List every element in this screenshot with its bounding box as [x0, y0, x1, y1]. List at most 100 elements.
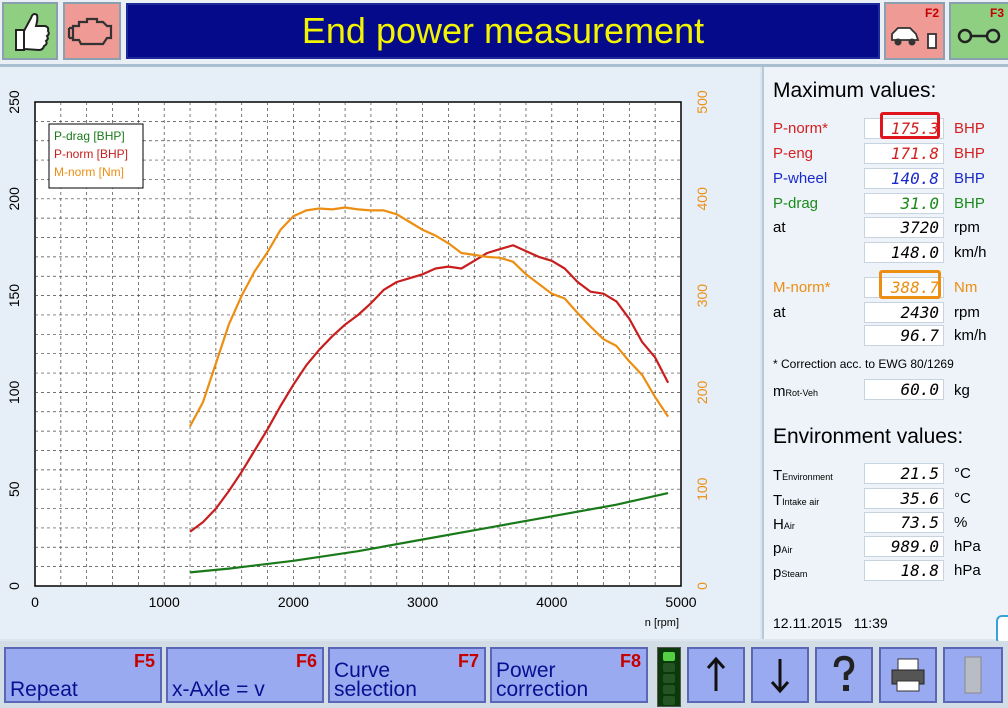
env-value-1: 35.6	[864, 488, 944, 509]
y-left-tick-label: 0	[6, 582, 22, 590]
date-text: 12.11.2015	[773, 615, 843, 631]
env-main-0: T	[773, 467, 783, 484]
x-tick-label: 2000	[278, 594, 309, 610]
max-values-heading: Maximum values:	[773, 79, 937, 102]
rollers-icon	[957, 28, 1001, 44]
status-indicator	[657, 647, 681, 707]
door-icon	[964, 656, 982, 694]
mnorm-highlight-box	[879, 270, 941, 299]
f2-key-label: F2	[924, 6, 939, 20]
power-chart-panel: 0 1000 2000 3000 4000 5000 n [rpm] 0 50 100 150 200…	[0, 67, 760, 639]
question-mark-icon	[833, 655, 855, 691]
mnorm-value: 388.7	[864, 277, 944, 298]
peng-label: P-eng	[773, 145, 814, 162]
f2-roller-button[interactable]: F2	[884, 2, 945, 60]
pnorm-value: 175.3	[864, 118, 944, 139]
car-on-roller-icon	[891, 27, 937, 49]
env-unit-0: °C	[954, 465, 971, 482]
y-right-tick-label: 400	[694, 187, 710, 211]
env-sub-0: Environment	[782, 472, 833, 482]
indicator-led	[663, 674, 675, 683]
f6-key-label: F6	[295, 651, 317, 671]
indicator-led	[663, 663, 675, 672]
kmh-unit: km/h	[954, 244, 987, 261]
arrow-down-button[interactable]	[751, 647, 809, 703]
datetime: 12.11.2015 11:39	[773, 615, 888, 631]
x-tick-label: 5000	[665, 594, 696, 610]
top-bar: End power measurement F2 F3	[0, 0, 1008, 64]
kmh2-value: 96.7	[864, 325, 944, 346]
env-unit-3: hPa	[954, 538, 981, 555]
env-main-3: p	[773, 540, 782, 557]
env-sub-2: Air	[783, 521, 795, 531]
mnorm-label: M-norm*	[773, 279, 831, 296]
at-label: at	[773, 219, 786, 236]
thumbs-up-button[interactable]	[2, 2, 58, 60]
peng-value: 171.8	[864, 143, 944, 164]
env-value-4: 18.8	[864, 560, 944, 581]
env-value-2: 73.5	[864, 512, 944, 533]
pdrag-value: 31.0	[864, 193, 944, 214]
x-tick-label: 4000	[536, 594, 567, 610]
rpm2-value: 2430	[864, 302, 944, 323]
at2-label: at	[773, 304, 786, 321]
env-main-4: p	[773, 564, 782, 581]
power-label-line2: correction	[496, 678, 589, 701]
indicator-led	[663, 652, 675, 661]
exit-button[interactable]	[943, 647, 1003, 703]
x-tick-label: 3000	[407, 594, 438, 610]
thumbs-up-icon	[15, 13, 50, 52]
env-label-4: pSteam	[773, 564, 807, 581]
env-label-1: TIntake air	[773, 492, 819, 509]
env-unit-4: hPa	[954, 562, 981, 579]
x-axle-button[interactable]: F6 x-Axle = v	[166, 647, 324, 703]
indicator-led	[663, 696, 675, 705]
printer-icon	[891, 658, 925, 692]
mnorm-unit: Nm	[954, 279, 978, 296]
x-tick-label: 1000	[149, 594, 180, 610]
arrow-up-button[interactable]	[687, 647, 745, 703]
curve-selection-button[interactable]: F7 Curve selection	[328, 647, 486, 703]
kmh2-unit: km/h	[954, 327, 987, 344]
engine-icon	[67, 17, 113, 46]
env-value-3: 989.0	[864, 536, 944, 557]
chart-legend	[48, 123, 144, 189]
f3-rollers-button[interactable]: F3	[949, 2, 1008, 60]
pwheel-label: P-wheel	[773, 170, 828, 187]
curve-label-line2: selection	[334, 678, 417, 701]
env-values-heading: Environment values:	[773, 425, 964, 448]
engine-button[interactable]	[63, 2, 121, 60]
power-correction-button[interactable]: F8 Power correction	[490, 647, 648, 703]
rpm-value: 3720	[864, 217, 944, 238]
print-button[interactable]	[879, 647, 937, 703]
y-left-tick-label: 100	[6, 381, 22, 405]
env-unit-1: °C	[954, 490, 971, 507]
pwheel-unit: BHP	[954, 170, 985, 187]
pdrag-label: P-drag	[773, 195, 819, 212]
curve-label-line1: Curve	[334, 659, 391, 682]
power-correction-label: Power correction	[496, 660, 589, 701]
values-panel: Maximum values: P-norm* 175.3 BHP P-eng …	[762, 67, 1008, 645]
env-unit-2: %	[954, 514, 968, 531]
peng-unit: BHP	[954, 145, 985, 162]
pdrag-unit: BHP	[954, 195, 985, 212]
mrot-sub: Rot-Veh	[785, 388, 819, 398]
env-sub-3: Air	[781, 545, 793, 555]
y-left-tick-label: 150	[6, 284, 22, 308]
series-line-1	[189, 244, 670, 533]
pnorm-highlight-box	[880, 112, 940, 139]
repeat-button[interactable]: F5 Repeat	[4, 647, 162, 703]
env-label-3: pAir	[773, 540, 792, 557]
mrot-main: m	[773, 383, 786, 400]
function-key-bar: F5 Repeat F6 x-Axle = v F7 Curve selectio…	[0, 641, 1008, 708]
f3-key-label: F3	[989, 6, 1004, 20]
header-divider	[0, 64, 1008, 67]
arrow-up-icon	[706, 656, 726, 691]
f5-key-label: F5	[133, 651, 155, 671]
rpm2-unit: rpm	[954, 304, 980, 321]
arrow-down-icon	[770, 659, 790, 694]
correction-note: * Correction acc. to EWG 80/1269	[773, 357, 954, 371]
help-button[interactable]	[815, 647, 873, 703]
y-right-tick-label: 500	[694, 90, 710, 114]
